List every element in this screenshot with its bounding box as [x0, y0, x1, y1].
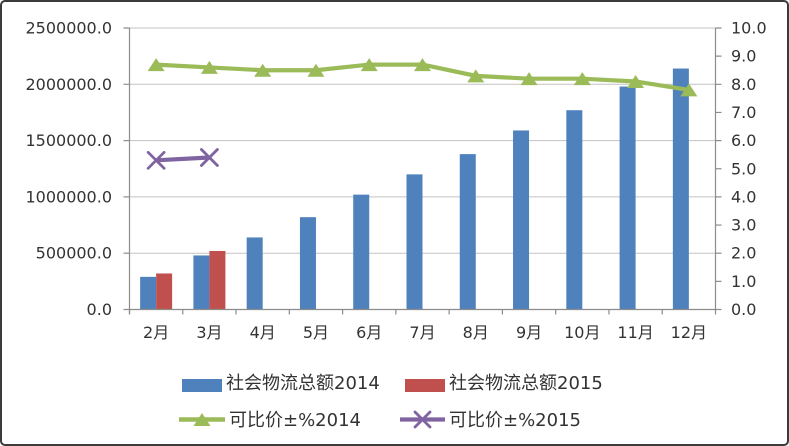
marker-triangle-0 — [147, 58, 165, 72]
marker-triangle-1 — [200, 60, 218, 74]
marker-triangle-10 — [680, 83, 698, 97]
x-axis-label-11月: 11月 — [617, 323, 653, 342]
x-axis-label-7月: 7月 — [409, 323, 435, 342]
bar-2014-11月 — [619, 86, 636, 310]
marker-x-0 — [146, 150, 166, 170]
left-axis-label-0: 0.0 — [87, 300, 112, 319]
right-axis-label-6: 6.0 — [731, 131, 756, 150]
right-axis-label-7: 7.0 — [731, 103, 756, 122]
right-axis-label-1: 1.0 — [731, 272, 756, 291]
right-axis-label-8: 8.0 — [731, 75, 756, 94]
marker-triangle-4 — [360, 58, 378, 72]
marker-x-1 — [200, 148, 219, 167]
legend-marker-x — [413, 410, 432, 429]
bar-2014-2月 — [140, 276, 157, 310]
left-axis-label-1: 500000.0 — [36, 244, 112, 263]
x-axis-label-4月: 4月 — [250, 323, 276, 342]
marker-triangle-3 — [307, 63, 325, 77]
bar-2014-7月 — [406, 174, 423, 310]
bar-2014-6月 — [353, 194, 370, 310]
bar-2014-3月 — [193, 255, 210, 310]
line-2015 — [156, 155, 210, 163]
right-axis-label-2: 2.0 — [731, 244, 756, 263]
right-axis-label-3: 3.0 — [731, 216, 756, 235]
bar-2014-12月 — [672, 68, 689, 310]
bar-2014-5月 — [299, 217, 316, 310]
legend-swatch-bars-2015 — [405, 379, 445, 392]
x-axis-label-9月: 9月 — [516, 323, 542, 342]
legend-label-line-2015: 可比价±%2015 — [449, 410, 581, 431]
bar-2014-9月 — [513, 130, 530, 310]
x-axis-label-8月: 8月 — [463, 323, 489, 342]
x-axis-label-6月: 6月 — [356, 323, 382, 342]
left-axis-label-4: 2000000.0 — [25, 75, 112, 94]
left-axis-label-2: 1000000.0 — [25, 187, 112, 206]
marker-triangle-2 — [254, 63, 272, 77]
legend-marker-triangle — [193, 413, 211, 426]
marker-triangle-8 — [573, 72, 591, 86]
x-axis-label-5月: 5月 — [303, 323, 329, 342]
right-axis-label-0: 0.0 — [731, 300, 756, 319]
marker-triangle-9 — [627, 74, 645, 88]
legend-label-bars-2014: 社会物流总额2014 — [226, 373, 380, 394]
marker-triangle-7 — [520, 72, 538, 86]
x-axis-label-12月: 12月 — [671, 323, 707, 342]
right-axis-label-10: 10.0 — [731, 19, 767, 38]
left-axis-label-5: 2500000.0 — [25, 19, 112, 38]
right-axis-label-4: 4.0 — [731, 187, 756, 206]
marker-triangle-6 — [467, 69, 485, 83]
bar-2014-4月 — [246, 237, 263, 310]
x-axis-label-3月: 3月 — [196, 323, 222, 342]
legend-label-line-2014: 可比价±%2014 — [229, 410, 361, 431]
legend-label-bars-2015: 社会物流总额2015 — [449, 373, 603, 394]
left-axis-label-3: 1500000.0 — [25, 131, 112, 150]
x-axis-label-10月: 10月 — [564, 323, 600, 342]
x-axis-label-2月: 2月 — [143, 323, 169, 342]
bar-2014-10月 — [566, 110, 583, 310]
legend-swatch-bars-2014 — [182, 379, 222, 392]
right-axis-label-9: 9.0 — [731, 47, 756, 66]
right-axis-label-5: 5.0 — [731, 159, 756, 178]
bar-2015-2月 — [156, 273, 173, 310]
bar-2014-8月 — [459, 154, 476, 310]
marker-triangle-5 — [414, 58, 431, 72]
bar-2015-3月 — [209, 250, 226, 310]
